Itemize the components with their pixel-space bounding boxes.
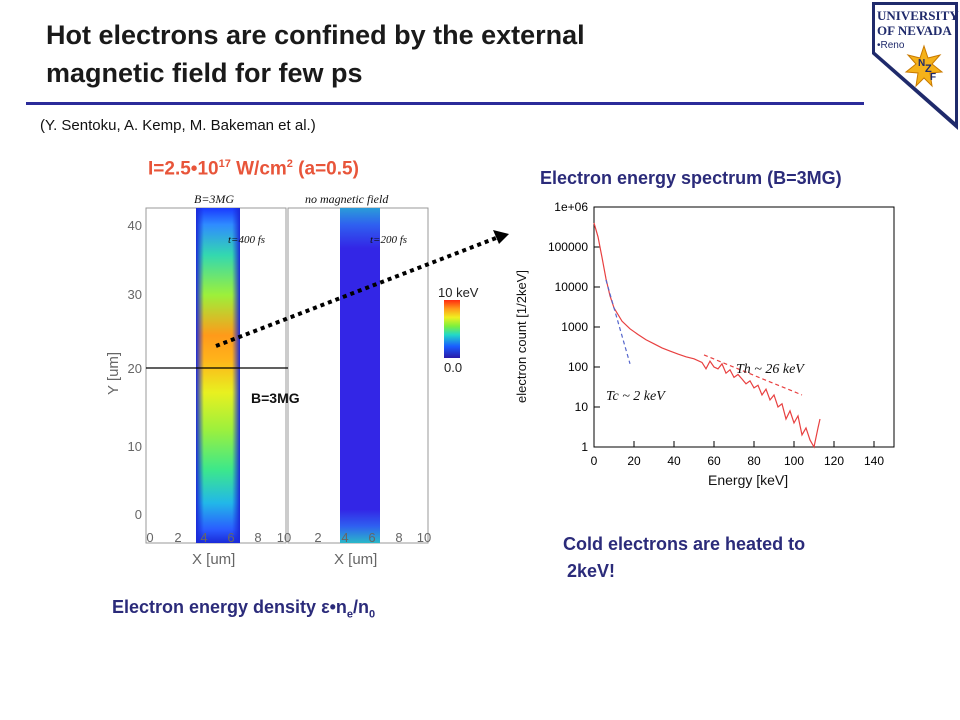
x-tick-left-8: 8 <box>254 530 261 545</box>
spectrum-line <box>593 222 821 449</box>
logo-line-3: •Reno <box>877 40 905 51</box>
logo-line-1: UNIVERSITY <box>877 8 959 23</box>
arrow-head-icon <box>493 230 509 244</box>
chart-x-tick-label: 80 <box>747 454 761 468</box>
y-tick-10: 10 <box>128 439 142 454</box>
chart-y-tick-label: 1e+06 <box>554 200 588 214</box>
x-tick-right-6: 6 <box>368 530 375 545</box>
laser-intensity-label: I=2.5•1017 W/cm2 (a=0.5) <box>148 158 359 180</box>
y-tick-40: 40 <box>128 218 142 233</box>
annotation-tc: Tc ~ 2 keV <box>606 389 666 404</box>
x-tick-right-8: 8 <box>395 530 402 545</box>
y-tick-20: 20 <box>128 361 142 376</box>
chart-y-tick-label: 10000 <box>555 280 589 294</box>
x-tick-left-6: 6 <box>227 530 234 545</box>
slide-title: Hot electrons are confined by the extern… <box>46 16 806 92</box>
university-logo: UNIVERSITY OF NEVADA •Reno N Z F <box>872 2 959 130</box>
x-tick-left-4: 4 <box>200 530 207 545</box>
chart-series <box>593 222 821 449</box>
colorbar <box>444 300 460 358</box>
citation: (Y. Sentoku, A. Kemp, M. Bakeman et al.) <box>40 117 316 134</box>
conclusion-line-1: Cold electrons are heated to <box>563 534 806 554</box>
chart-x-tick-label: 140 <box>864 454 884 468</box>
tc-fit-line <box>605 279 631 364</box>
chart-x-ticks: 0 20 40 60 80 100 120 140 <box>591 441 884 468</box>
dotted-arrow <box>215 236 497 348</box>
chart-x-tick-label: 20 <box>627 454 641 468</box>
th-fit-line <box>703 354 803 396</box>
x-tick-left-10: 10 <box>277 530 291 545</box>
chart-y-label: electron count [1/2keV] <box>514 270 529 403</box>
conclusion-text: Cold electrons are heated to 2keV! <box>563 531 805 585</box>
x-axis-label-left: X [um] <box>192 551 235 568</box>
title-line-1: Hot electrons are confined by the extern… <box>46 20 585 50</box>
y-tick-30: 30 <box>128 287 142 302</box>
logo-n: N <box>918 58 925 69</box>
annotation-th: Th ~ 26 keV <box>736 362 805 377</box>
colorbar-max: 10 keV <box>438 285 479 300</box>
left-panel-time: t=400 fs <box>228 234 265 246</box>
chart-y-tick-label: 10 <box>575 400 589 414</box>
energy-density-caption: Electron energy density ε•ne/n0 <box>112 597 376 621</box>
chart-y-tick-label: 100000 <box>548 240 588 254</box>
b-field-label: B=3MG <box>251 390 300 406</box>
chart-y-ticks: 1e+06 100000 10000 1000 100 10 1 <box>548 200 600 454</box>
logo-line-2: OF NEVADA <box>877 23 952 38</box>
conclusion-line-2: 2keV! <box>567 561 616 581</box>
simulation-figure: B=3MG t=400 fs no magnetic field t=200 f… <box>105 192 497 568</box>
left-panel-title: B=3MG <box>194 192 234 206</box>
title-line-2: magnetic field for few ps <box>46 58 363 88</box>
x-axis-label-right: X [um] <box>334 551 377 568</box>
colorbar-min: 0.0 <box>444 360 462 375</box>
chart-y-tick-label: 100 <box>568 360 588 374</box>
chart-x-label: Energy [keV] <box>708 472 788 488</box>
chart-plot-area <box>593 206 895 448</box>
right-panel-data <box>340 208 380 543</box>
logo-sun-emblem: N Z F <box>904 44 944 88</box>
chart-x-tick-label: 120 <box>824 454 844 468</box>
y-axis-label: Y [um] <box>105 352 122 395</box>
y-tick-0: 0 <box>135 507 142 522</box>
logo-f: F <box>930 72 936 83</box>
spectrum-title: Electron energy spectrum (B=3MG) <box>540 168 842 188</box>
chart-x-tick-label: 40 <box>667 454 681 468</box>
right-panel-title: no magnetic field <box>305 192 389 206</box>
chart-y-tick-label: 1 <box>581 440 588 454</box>
right-panel-time: t=200 fs <box>370 234 407 246</box>
x-tick-left-0: 0 <box>146 530 153 545</box>
chart-y-tick-label: 1000 <box>561 320 588 334</box>
x-tick-left-2: 2 <box>174 530 181 545</box>
chart-x-tick-label: 60 <box>707 454 721 468</box>
logo-z: Z <box>925 63 932 75</box>
x-tick-right-10: 10 <box>417 530 431 545</box>
chart-x-tick-label: 100 <box>784 454 804 468</box>
x-tick-right-4: 4 <box>341 530 348 545</box>
x-tick-right-2: 2 <box>314 530 321 545</box>
title-underline <box>26 102 864 105</box>
chart-x-tick-label: 0 <box>591 454 598 468</box>
